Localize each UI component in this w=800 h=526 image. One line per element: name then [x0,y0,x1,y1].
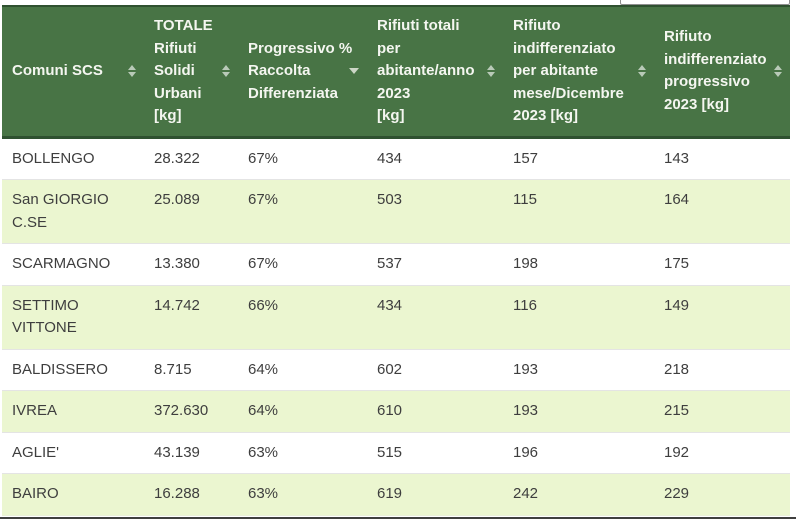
table-row: IVREA 372.630 64% 610 193 215 [2,390,790,432]
cell-rifiuti-totali: 602 [367,348,503,391]
cell-comune: AGLIE' [2,431,144,474]
cell-indifferenziato-mese: 242 [503,473,654,516]
column-header-progressivo-raccolta[interactable]: Progressivo % Raccolta Differenziata [238,5,367,139]
cell-progressivo: 66% [238,284,367,349]
cell-indifferenziato-mese: 193 [503,348,654,391]
cell-progressivo: 67% [238,137,367,180]
cell-rifiuti-totali: 610 [367,390,503,432]
waste-data-table: Comuni SCS TOTALE Rifiuti Solidi Urbani … [2,5,790,516]
cell-rifiuti-totali: 503 [367,179,503,244]
cell-progressivo: 67% [238,243,367,285]
sort-both-icon[interactable] [774,65,782,78]
cell-comune: SETTIMO VITTONE [2,284,144,349]
cell-indifferenziato-progressivo: 229 [654,473,790,516]
cell-totale: 14.742 [144,284,238,349]
cell-progressivo: 63% [238,473,367,516]
column-header-rifiuti-totali-abitante[interactable]: Rifiuti totali per abitante/anno 2023 [k… [367,5,503,139]
column-label: Progressivo % Raccolta Differenziata [248,39,353,102]
table-row: BAIRO 16.288 63% 619 242 229 [2,473,790,516]
cell-rifiuti-totali: 434 [367,284,503,349]
table-bottom-border [0,517,796,519]
cell-totale: 16.288 [144,473,238,516]
cell-rifiuti-totali: 537 [367,243,503,285]
cell-totale: 8.715 [144,348,238,391]
cell-rifiuti-totali: 434 [367,137,503,180]
cell-comune: BOLLENGO [2,137,144,180]
cell-progressivo: 63% [238,431,367,474]
header-row: Comuni SCS TOTALE Rifiuti Solidi Urbani … [2,5,790,139]
cell-totale: 13.380 [144,243,238,285]
table-row: BALDISSERO 8.715 64% 602 193 218 [2,348,790,391]
column-label: TOTALE Rifiuti Solidi Urbani [kg] [154,17,213,124]
table-body: BOLLENGO 28.322 67% 434 157 143 San GIOR… [2,137,790,516]
table-row: AGLIE' 43.139 63% 515 196 192 [2,431,790,474]
sort-both-icon[interactable] [638,65,646,78]
cell-totale: 28.322 [144,137,238,180]
cell-comune: BAIRO [2,473,144,516]
column-header-indifferenziato-mese[interactable]: Rifiuto indifferenziato per abitante mes… [503,5,654,139]
column-header-comuni[interactable]: Comuni SCS [2,5,144,139]
cell-indifferenziato-progressivo: 218 [654,348,790,391]
table-row: BOLLENGO 28.322 67% 434 157 143 [2,137,790,180]
cell-rifiuti-totali: 515 [367,431,503,474]
sort-both-icon[interactable] [128,65,136,78]
cell-indifferenziato-mese: 198 [503,243,654,285]
cell-totale: 372.630 [144,390,238,432]
column-header-totale-rifiuti[interactable]: TOTALE Rifiuti Solidi Urbani [kg] [144,5,238,139]
cell-indifferenziato-progressivo: 143 [654,137,790,180]
column-label: Comuni SCS [12,62,103,79]
cell-indifferenziato-mese: 196 [503,431,654,474]
cell-progressivo: 67% [238,179,367,244]
cell-indifferenziato-mese: 193 [503,390,654,432]
cell-comune: IVREA [2,390,144,432]
cell-totale: 25.089 [144,179,238,244]
cell-totale: 43.139 [144,431,238,474]
cell-indifferenziato-mese: 116 [503,284,654,349]
sort-both-icon[interactable] [487,65,495,78]
column-label: Rifiuto indifferenziato per abitante mes… [513,17,624,124]
cell-indifferenziato-progressivo: 175 [654,243,790,285]
cell-indifferenziato-progressivo: 149 [654,284,790,349]
table-header: Comuni SCS TOTALE Rifiuti Solidi Urbani … [2,5,790,139]
cell-rifiuti-totali: 619 [367,473,503,516]
cell-indifferenziato-mese: 157 [503,137,654,180]
sort-desc-icon[interactable] [349,68,359,75]
table-row: SETTIMO VITTONE 14.742 66% 434 116 149 [2,284,790,349]
column-label: Rifiuti totali per abitante/anno 2023 [k… [377,17,475,124]
sort-both-icon[interactable] [222,65,230,78]
cell-comune: SCARMAGNO [2,243,144,285]
cell-indifferenziato-mese: 115 [503,179,654,244]
column-header-indifferenziato-progressivo[interactable]: Rifiuto indifferenziato progressivo 2023… [654,5,790,139]
cell-comune: BALDISSERO [2,348,144,391]
cell-indifferenziato-progressivo: 164 [654,179,790,244]
cell-indifferenziato-progressivo: 215 [654,390,790,432]
table-row: SCARMAGNO 13.380 67% 537 198 175 [2,243,790,285]
cell-indifferenziato-progressivo: 192 [654,431,790,474]
search-input[interactable] [620,0,790,5]
table-row: San GIORGIO C.SE 25.089 67% 503 115 164 [2,179,790,244]
column-label: Rifiuto indifferenziato progressivo 2023… [664,28,767,113]
cell-progressivo: 64% [238,390,367,432]
cell-comune: San GIORGIO C.SE [2,179,144,244]
cell-progressivo: 64% [238,348,367,391]
